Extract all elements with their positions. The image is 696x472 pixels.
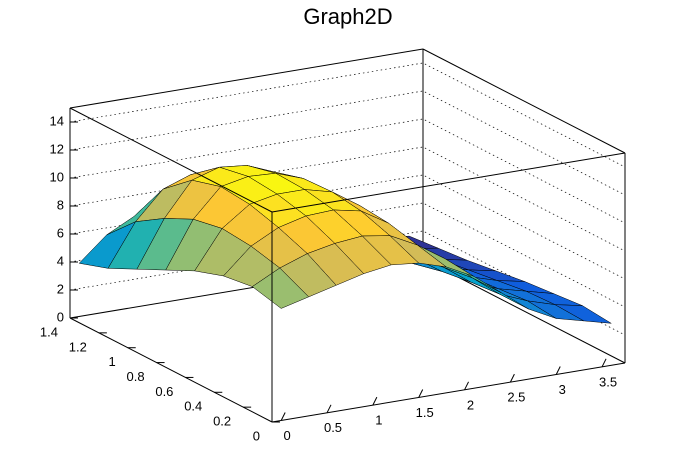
z-tick-label: 2 [57,281,64,296]
z-tick-label: 0 [57,309,64,324]
x-axis [271,362,626,423]
x-tick [555,366,561,375]
x-tick [418,389,424,398]
grid-line [69,118,626,224]
y-tick-label: 1 [108,354,115,369]
grid-line [69,62,626,168]
z-tick-label: 10 [50,169,64,184]
x-tick-label: 2.5 [507,390,525,405]
z-tick-label: 8 [57,197,64,212]
z-tick-label: 12 [50,141,64,156]
x-tick-label: 1 [375,413,382,428]
box-edge [422,48,626,154]
y-tick-label: 0.4 [184,399,202,414]
grid-line [69,146,626,252]
x-tick-label: 2 [467,397,474,412]
surface-cell [251,267,310,309]
x-tick [372,396,378,406]
x-tick-label: 1.5 [416,405,434,420]
box-edge [69,48,424,109]
x-tick-label: 0.5 [324,420,342,435]
y-tick-label: 0 [253,428,260,443]
x-tick [601,358,607,368]
z-tick-label: 6 [57,225,64,240]
x-tick [326,404,332,414]
x-tick [280,412,286,421]
y-tick-label: 0.6 [155,384,173,399]
x-tick-label: 3 [559,382,566,397]
y-axis [69,317,273,423]
chart-title: Graph2D [303,4,392,29]
grid-line [69,174,626,280]
x-tick [509,373,515,383]
y-tick-label: 1.2 [69,339,87,354]
grid-line [69,202,626,308]
z-tick-label: 14 [50,113,64,128]
y-tick-label: 1.4 [40,324,58,339]
y-tick-label: 0.8 [126,369,144,384]
box-edge [69,107,273,213]
grid-line [69,90,626,196]
box-edge [271,152,626,213]
y-tick-label: 0.2 [213,414,231,429]
x-tick-label: 0 [284,428,291,443]
x-tick [464,381,469,391]
x-tick-label: 3.5 [599,374,617,389]
z-tick-label: 4 [57,253,64,268]
